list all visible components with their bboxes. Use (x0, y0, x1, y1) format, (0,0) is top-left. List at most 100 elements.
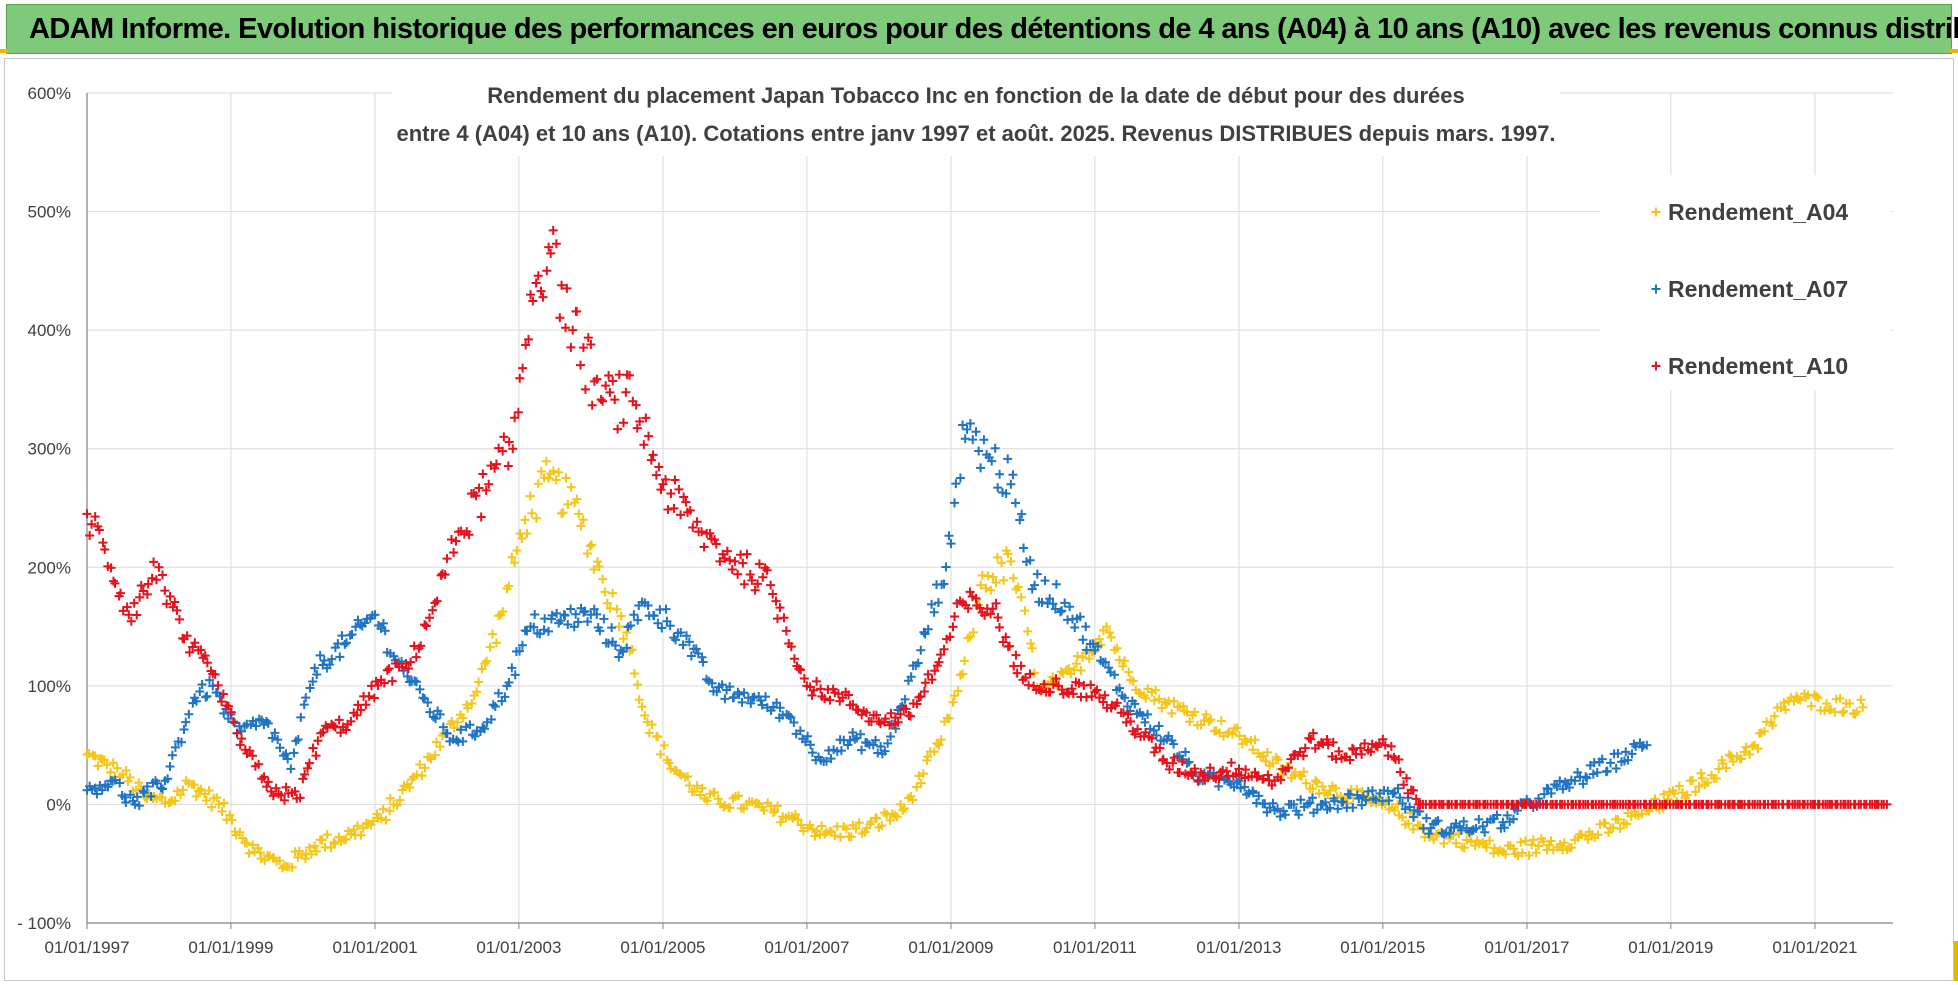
scatter-point (634, 695, 644, 705)
data-point (958, 420, 968, 430)
scatter-point (417, 771, 427, 781)
scatter-point (213, 680, 223, 690)
scatter-point (90, 783, 100, 793)
scatter-point (939, 579, 949, 589)
scatter-point (607, 623, 617, 633)
scatter-point (513, 407, 523, 417)
scatter-point (1008, 573, 1018, 583)
scatter-point (1056, 667, 1066, 677)
chart-title-line-2: entre 4 (A04) et 10 ans (A10). Cotations… (396, 121, 1555, 146)
chart-area-border (4, 58, 1954, 981)
scatter-point (1724, 750, 1734, 760)
scatter-point (507, 552, 517, 562)
scatter-point (656, 485, 666, 495)
scatter-point (930, 666, 940, 676)
scatter-point (933, 598, 943, 608)
data-point (124, 610, 134, 620)
scatter-point (1374, 738, 1384, 748)
scatter-point (467, 698, 477, 708)
scatter-point (543, 626, 553, 636)
scatter-point (844, 690, 854, 700)
scatter-point (387, 676, 397, 686)
scatter-point (202, 691, 212, 701)
scatter-point (641, 413, 651, 423)
scatter-point (341, 638, 351, 648)
legend-marker (1651, 207, 1661, 217)
scatter-point (485, 642, 495, 652)
scatter-point (592, 374, 602, 384)
scatter-point (1182, 707, 1192, 717)
scatter-point (403, 663, 413, 673)
scatter-point (662, 755, 672, 765)
scatter-point (1283, 763, 1293, 773)
scatter-point (1226, 758, 1236, 768)
scatter-point (890, 713, 900, 723)
scatter-point (1289, 799, 1299, 809)
scatter-point (1298, 751, 1308, 761)
scatter-point (251, 721, 261, 731)
scatter-point (1010, 498, 1020, 508)
corner-accent-left (0, 49, 8, 53)
scatter-point (1393, 783, 1403, 793)
scatter-point (1138, 710, 1148, 720)
scatter-point (971, 427, 981, 437)
data-point (574, 509, 584, 519)
scatter-point (1600, 818, 1610, 828)
scatter-point (146, 791, 156, 801)
x-tick-label: 01/01/2011 (1053, 938, 1137, 957)
scatter-point (548, 225, 558, 235)
scatter-point (1718, 758, 1728, 768)
scatter-point (182, 631, 192, 641)
scatter-point (1517, 848, 1527, 858)
scatter-point (1839, 706, 1849, 716)
scatter-point (1325, 786, 1335, 796)
data-point (484, 479, 494, 489)
scatter-point (142, 589, 152, 599)
scatter-point (815, 830, 825, 840)
scatter-point (474, 483, 484, 493)
scatter-point (93, 761, 103, 771)
scatter-point (871, 735, 881, 745)
scatter-point (1340, 752, 1350, 762)
scatter-point (1205, 763, 1215, 773)
scatter-point (980, 610, 990, 620)
scatter-point (653, 618, 663, 628)
x-tick-label: 01/01/2003 (476, 938, 561, 957)
scatter-point (1527, 840, 1537, 850)
scatter-point (1196, 720, 1206, 730)
scatter-point (306, 849, 316, 859)
scatter-point (684, 781, 694, 791)
scatter-point (1110, 670, 1120, 680)
scatter-point (697, 652, 707, 662)
scatter-point (110, 578, 120, 588)
scatter-point (280, 795, 290, 805)
y-tick-label: 200% (28, 558, 71, 577)
scatter-point (589, 604, 599, 614)
scatter-point (247, 751, 257, 761)
scatter-point (1158, 754, 1168, 764)
scatter-point (271, 783, 281, 793)
scatter-point (856, 745, 866, 755)
scatter-point (686, 651, 696, 661)
scatter-point (488, 700, 498, 710)
data-point (100, 545, 110, 554)
scatter-point (768, 808, 778, 818)
scatter-point (504, 437, 514, 447)
scatter-point (1078, 635, 1088, 645)
scatter-point (415, 684, 425, 694)
legend-label: Rendement_A07 (1668, 276, 1848, 302)
scatter-point (1736, 754, 1746, 764)
scatter-point (1499, 823, 1509, 833)
scatter-point (809, 685, 819, 695)
scatter-point (968, 627, 978, 637)
scatter-point (1753, 744, 1763, 754)
scatter-point (627, 645, 637, 655)
scatter-point (906, 672, 916, 682)
scatter-point (738, 558, 748, 568)
scatter-point (939, 644, 949, 654)
scatter-point (552, 608, 562, 618)
scatter-point (1065, 602, 1075, 612)
data-point (232, 728, 242, 738)
data-point (1606, 758, 1616, 768)
